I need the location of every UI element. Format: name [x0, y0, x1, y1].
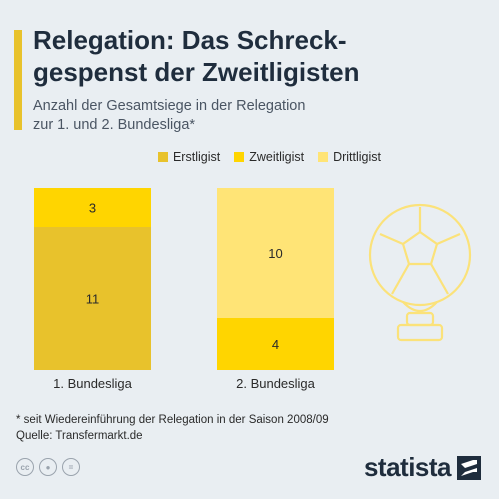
legend: Erstligist Zweitligist Drittligist [157, 150, 381, 164]
bars-group: 11 3 1. Bundesliga 4 10 2. Bundesliga [34, 188, 334, 391]
legend-swatch-drittligist [318, 152, 329, 162]
brand-logo[interactable]: statista [364, 452, 481, 483]
data-label-2-drittligist: 10 [268, 246, 282, 261]
legend-label-zweitligist: Zweitligist [249, 150, 305, 164]
chart-title: Relegation: Das Schreck- gespenst der Zw… [33, 24, 473, 88]
person-icon[interactable]: ● [39, 458, 57, 476]
bar-1-erstligist [34, 227, 151, 370]
legend-item-drittligist: Drittligist [318, 150, 381, 164]
legend-swatch-zweitligist [234, 152, 245, 162]
chart-title-line: Relegation: Das Schreck- gespenst der Zw… [33, 25, 360, 87]
brand-name: statista [363, 452, 452, 482]
legend-item-zweitligist: Zweitligist [234, 150, 304, 164]
category-label-1: 1. Bundesliga [53, 376, 133, 391]
category-label-2: 2. Bundesliga [236, 376, 316, 391]
legend-label-erstligist: Erstligist [172, 150, 221, 164]
license-icons: cc ● = [16, 458, 80, 476]
legend-swatch-erstligist [157, 152, 168, 162]
legend-label-drittligist: Drittligist [333, 150, 381, 164]
trophy-icon [368, 203, 472, 342]
footnote-note: * seit Wiedereinführung der Relegation i… [16, 414, 329, 426]
chart-subtitle: Anzahl der Gesamtsiege in der Relegation… [33, 98, 306, 133]
bar-2-drittligist [217, 188, 334, 318]
statista-logo-icon [457, 455, 481, 480]
accent-bar [14, 30, 22, 130]
data-label-1-erstligist: 11 [86, 292, 100, 307]
bar-1-zweitligist [34, 188, 151, 227]
bar-2-zweitligist [217, 318, 334, 370]
bar-chart: 11 3 1. Bundesliga 4 10 2. Bundesliga [34, 188, 472, 391]
equals-icon[interactable]: = [62, 458, 80, 476]
data-label-1-zweitligist: 3 [89, 201, 96, 216]
cc-icon[interactable]: cc [16, 458, 34, 476]
footnote: * seit Wiedereinführung der Relegation i… [16, 412, 329, 444]
data-label-2-zweitligist: 4 [272, 337, 279, 352]
footnote-source: Quelle: Transfermarkt.de [16, 430, 143, 442]
legend-item-erstligist: Erstligist [157, 150, 221, 164]
